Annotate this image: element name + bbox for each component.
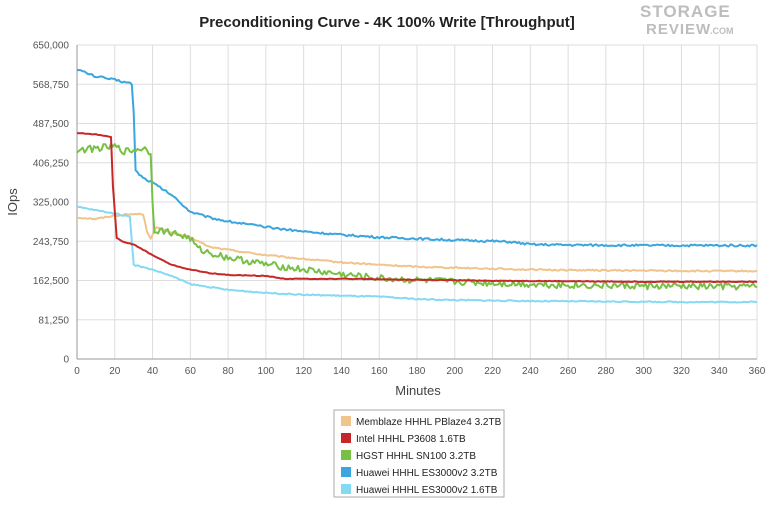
y-tick-label: 0	[63, 355, 69, 366]
logo-line-1: STORAGE	[640, 2, 731, 21]
chart-title: Preconditioning Curve - 4K 100% Write [T…	[199, 14, 575, 31]
series-line-1	[76, 212, 758, 273]
x-tick-labels: 0 20 40 60 80 100 120 140 160 180 200 220 240 260 280 3…	[74, 366, 766, 377]
series-line-5	[76, 205, 758, 304]
x-tick-label: 80	[223, 366, 235, 377]
legend-swatch	[341, 484, 351, 494]
x-tick-label: 160	[371, 366, 388, 377]
x-tick-label: 0	[74, 366, 80, 377]
y-tick-label: 162,500	[33, 276, 70, 287]
y-tick-label: 487,500	[33, 119, 70, 130]
legend-swatch	[341, 433, 351, 443]
y-tick-label: 243,750	[33, 237, 70, 248]
x-tick-label: 60	[185, 366, 197, 377]
storagereview-logo: STORAGE REVIEW .COM	[640, 2, 734, 38]
x-tick-label: 220	[484, 366, 501, 377]
x-tick-label: 200	[446, 366, 463, 377]
x-tick-label: 360	[749, 366, 766, 377]
y-tick-label: 325,000	[33, 198, 70, 209]
legend-label: HGST HHHL SN100 3.2TB	[356, 451, 476, 462]
logo-suffix: .COM	[710, 26, 734, 36]
x-tick-label: 340	[711, 366, 728, 377]
series-line-3	[76, 142, 758, 291]
grid	[76, 44, 758, 360]
x-tick-label: 40	[147, 366, 159, 377]
legend-label: Memblaze HHHL PBlaze4 3.2TB	[356, 417, 502, 428]
y-tick-label: 81,250	[38, 315, 69, 326]
x-tick-label: 260	[560, 366, 577, 377]
legend: Memblaze HHHL PBlaze4 3.2TB Intel HHHL P3…	[333, 409, 505, 498]
legend-swatch	[341, 467, 351, 477]
x-tick-label: 300	[635, 366, 652, 377]
x-tick-label: 120	[295, 366, 312, 377]
x-axis-label: Minutes	[395, 383, 441, 398]
x-tick-label: 140	[333, 366, 350, 377]
y-tick-labels: 0 81,250 162,500 243,750 325,000 406,250 487,5…	[33, 41, 70, 366]
x-tick-label: 280	[598, 366, 615, 377]
x-tick-label: 320	[673, 366, 690, 377]
legend-box	[333, 409, 505, 498]
y-tick-label: 406,250	[33, 158, 70, 169]
legend-label: Huawei HHHL ES3000v2 1.6TB	[356, 485, 498, 496]
series-lines	[76, 69, 758, 304]
y-tick-label: 650,000	[33, 41, 70, 52]
x-tick-label: 100	[258, 366, 275, 377]
legend-label: Intel HHHL P3608 1.6TB	[356, 434, 466, 445]
x-tick-label: 180	[409, 366, 426, 377]
legend-swatch	[341, 450, 351, 460]
legend-label: Huawei HHHL ES3000v2 3.2TB	[356, 468, 498, 479]
y-axis-label: IOps	[5, 188, 20, 216]
series-line-4	[76, 69, 758, 248]
logo-line-2: REVIEW	[646, 21, 711, 38]
series-line-2	[76, 132, 758, 283]
x-tick-label: 20	[109, 366, 121, 377]
x-tick-label: 240	[522, 366, 539, 377]
legend-swatch	[341, 416, 351, 426]
y-tick-label: 568,750	[33, 80, 70, 91]
